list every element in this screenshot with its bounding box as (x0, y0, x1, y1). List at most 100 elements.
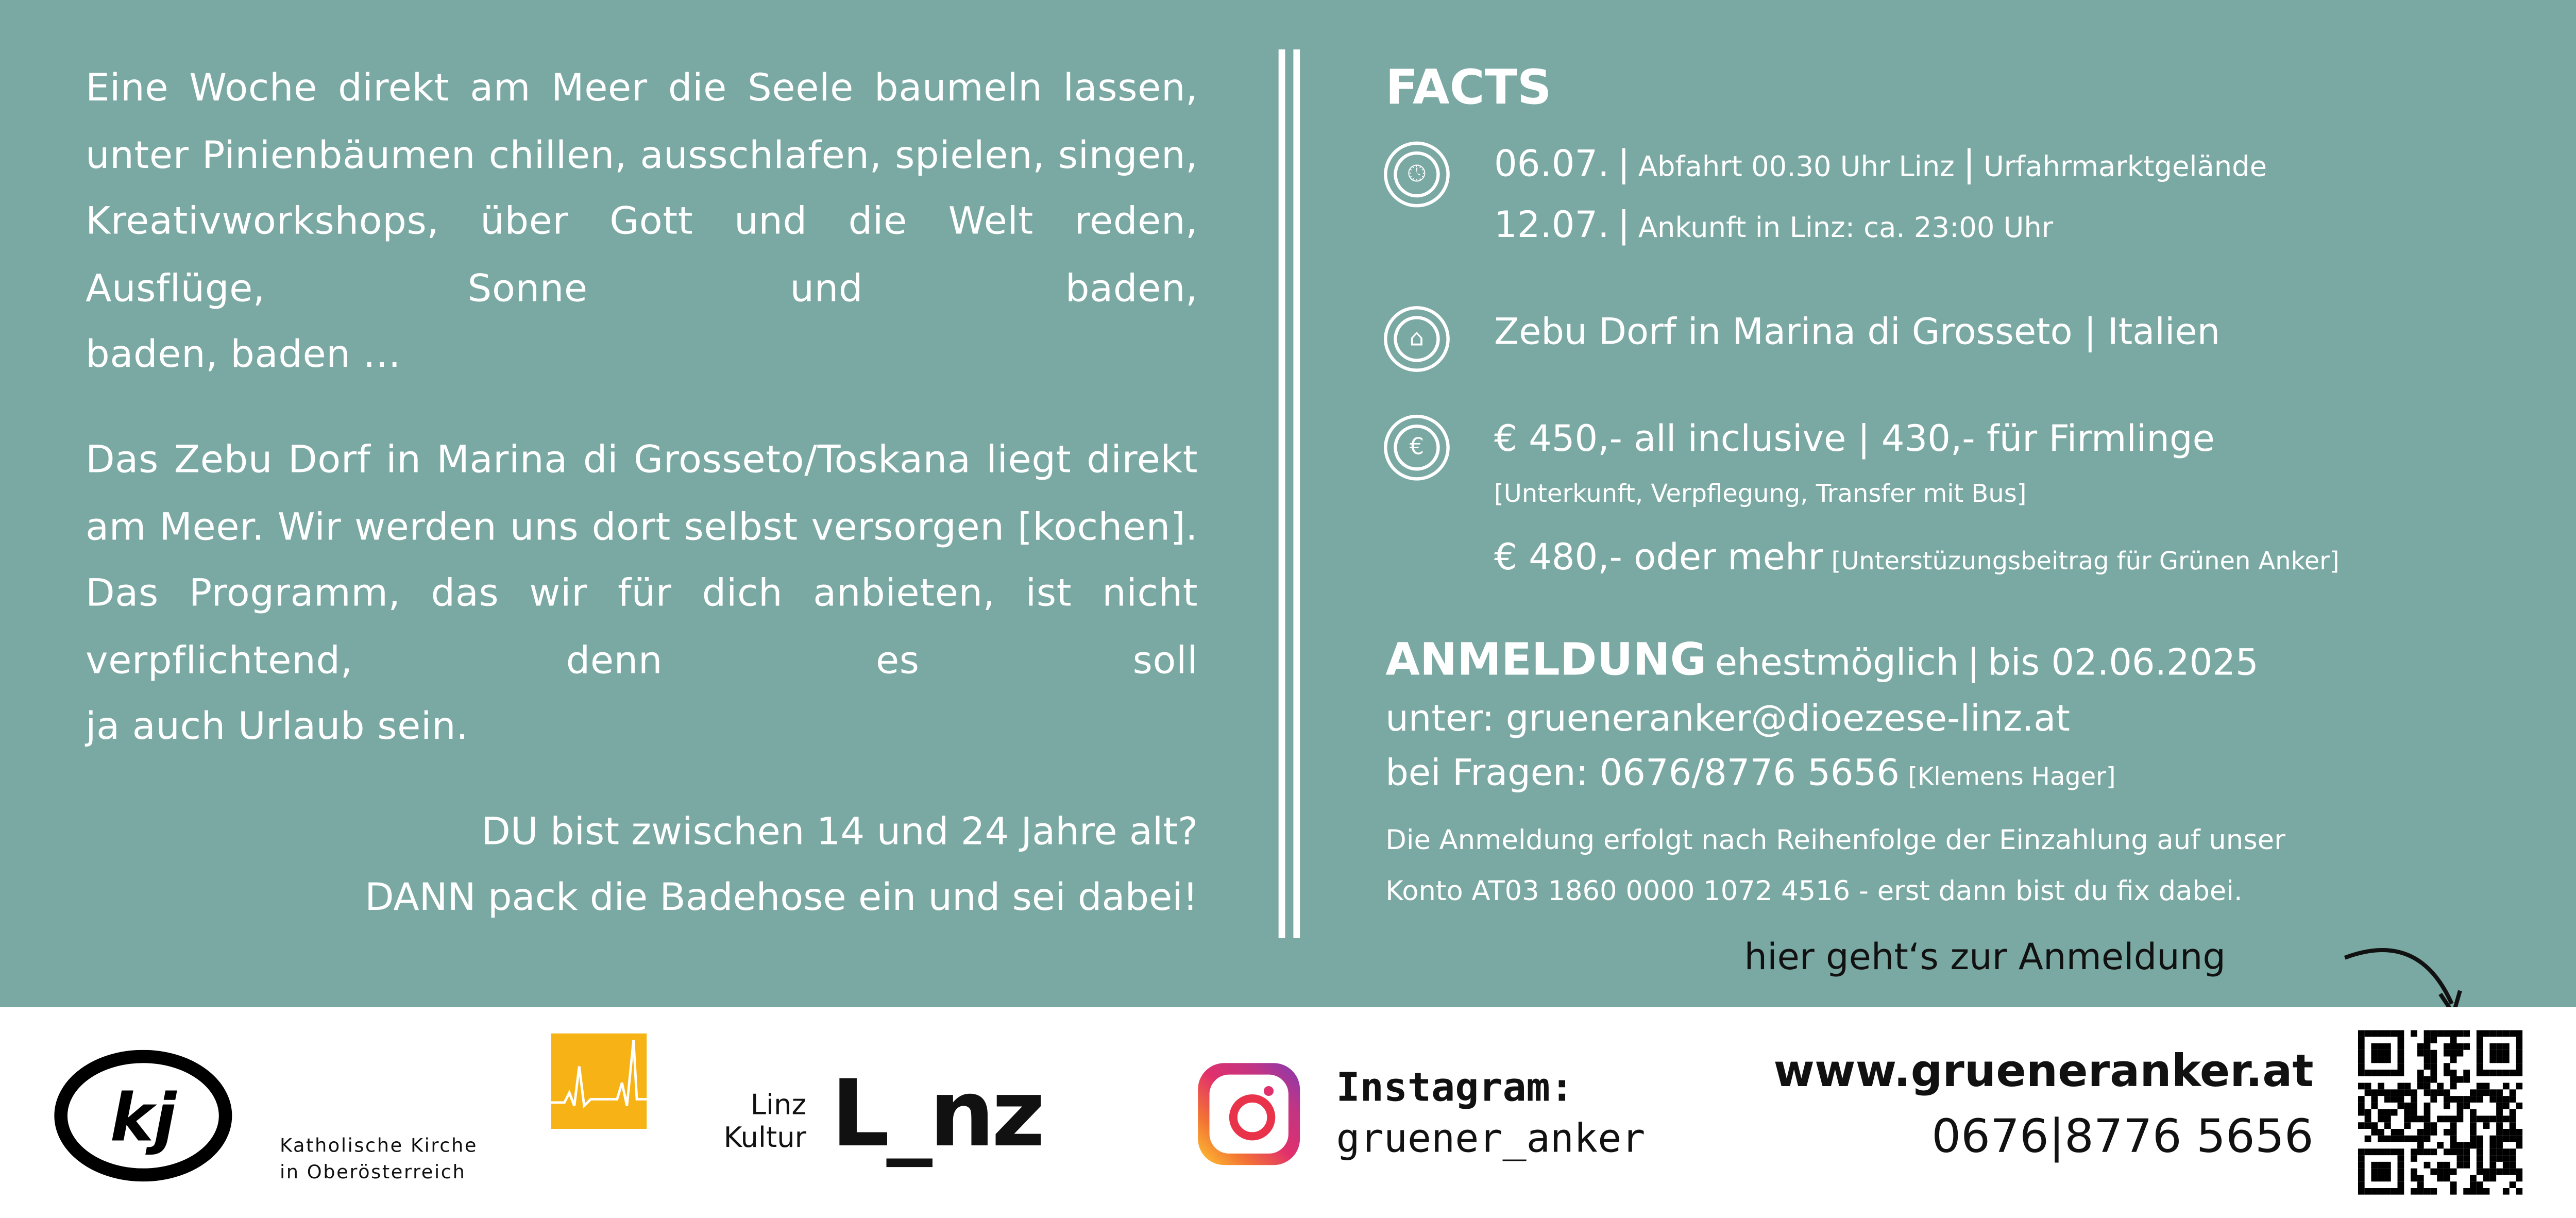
qr-module (2516, 1056, 2523, 1063)
qr-module (2378, 1050, 2384, 1057)
kj-logo: kj (54, 1050, 232, 1182)
qr-module (2502, 1082, 2510, 1090)
qr-module (2378, 1168, 2384, 1175)
qr-module (2384, 1030, 2391, 1037)
qr-module (2476, 1037, 2483, 1043)
qr-module (2391, 1135, 2398, 1142)
qr-module (2384, 1161, 2391, 1169)
qr-module (2470, 1135, 2477, 1142)
qr-module (2391, 1030, 2398, 1037)
price-main: € 450,- all inclusive (1494, 419, 1846, 461)
qr-module (2371, 1168, 2378, 1175)
qr-module (2516, 1070, 2523, 1076)
registration-email[interactable]: unter: grueneranker@dioezese-linz.at (1385, 699, 2070, 741)
qr-module (2496, 1030, 2503, 1037)
qr-module (2397, 1175, 2404, 1182)
qr-module (2470, 1181, 2477, 1188)
linz-kultur: Linz Kultur (704, 1089, 806, 1155)
qr-module (2489, 1142, 2497, 1149)
linz-logo: L_nz (831, 1061, 1045, 1169)
qr-module (2424, 1030, 2431, 1037)
svg-text:kj: kj (110, 1079, 177, 1156)
qr-module (2430, 1096, 2437, 1103)
qr-module (2371, 1030, 2378, 1037)
qr-module (2424, 1102, 2431, 1109)
qr-module (2476, 1070, 2483, 1076)
qr-module (2358, 1148, 2365, 1156)
qr-module (2430, 1122, 2437, 1129)
qr-module (2443, 1050, 2450, 1057)
church-line-1: Katholische Kirche (279, 1134, 478, 1157)
qr-module (2450, 1129, 2457, 1136)
instagram-handle[interactable]: gruener_anker (1336, 1115, 1646, 1162)
qr-module (2378, 1175, 2384, 1182)
qr-module (2424, 1129, 2431, 1136)
qr-module (2463, 1188, 2470, 1195)
qr-module (2483, 1030, 2490, 1037)
qr-module (2397, 1082, 2404, 1090)
qr-module (2463, 1155, 2470, 1162)
qr-module (2430, 1063, 2437, 1070)
qr-module (2489, 1030, 2497, 1037)
qr-module (2476, 1155, 2483, 1162)
departure-date: 06.07. (1494, 145, 1609, 186)
facts-title: FACTS (1385, 59, 1552, 115)
qr-module (2450, 1037, 2457, 1043)
qr-module (2483, 1175, 2490, 1182)
qr-module (2516, 1175, 2523, 1182)
qr-module (2411, 1115, 2417, 1123)
registration-heading: ANMELDUNG ehestmöglich | bis 02.06.2025 (1385, 635, 2259, 686)
qr-module (2364, 1148, 2371, 1156)
qr-module (2371, 1096, 2378, 1103)
qr-module (2371, 1102, 2378, 1109)
qr-module (2378, 1043, 2384, 1050)
qr-module (2364, 1188, 2371, 1195)
qr-module (2516, 1142, 2523, 1149)
return-line: 12.07. | Ankunft in Linz: ca. 23:00 Uhr (1494, 206, 2053, 247)
qr-module (2358, 1188, 2365, 1195)
qr-module (2358, 1175, 2365, 1182)
qr-module (2443, 1089, 2450, 1096)
price-support: € 480,- oder mehr (1494, 538, 1823, 580)
qr-module (2358, 1096, 2365, 1103)
qr-code[interactable] (2358, 1030, 2523, 1195)
qr-module (2358, 1161, 2365, 1169)
qr-module (2516, 1135, 2523, 1142)
qr-module (2397, 1030, 2404, 1037)
qr-module (2437, 1175, 2444, 1182)
qr-module (2384, 1070, 2391, 1076)
qr-module (2496, 1096, 2503, 1103)
qr-module (2417, 1043, 2424, 1050)
qr-module (2470, 1188, 2477, 1195)
qr-module (2443, 1102, 2450, 1109)
return-info: Ankunft in Linz: ca. 23:00 Uhr (1638, 212, 2054, 245)
qr-module (2417, 1070, 2424, 1076)
qr-module (2391, 1070, 2398, 1076)
qr-module (2463, 1142, 2470, 1149)
qr-module (2397, 1181, 2404, 1188)
website[interactable]: www.grueneranker.at (1773, 1046, 2314, 1098)
qr-module (2450, 1070, 2457, 1076)
euro-icon: € (1384, 414, 1450, 481)
qr-module (2456, 1076, 2464, 1083)
qr-module (2397, 1043, 2404, 1050)
qr-module (2397, 1089, 2404, 1096)
qr-module (2430, 1129, 2437, 1136)
qr-module (2509, 1096, 2516, 1103)
qr-module (2424, 1082, 2431, 1090)
qr-module (2516, 1129, 2523, 1136)
instagram-label: Instagram: (1336, 1064, 1574, 1111)
church-name: Katholische Kirche in Oberösterreich (280, 1132, 478, 1185)
instagram: Instagram: gruener_anker (1336, 1063, 1645, 1165)
qr-module (2417, 1082, 2424, 1090)
phone[interactable]: bei Fragen: 0676/8776 5656 (1385, 753, 1900, 795)
qr-module (2384, 1168, 2391, 1175)
instagram-icon[interactable] (1198, 1063, 1300, 1165)
qr-module (2516, 1037, 2523, 1043)
qr-module (2378, 1115, 2384, 1123)
qr-module (2496, 1056, 2503, 1063)
qr-module (2424, 1056, 2431, 1063)
qr-module (2502, 1188, 2510, 1195)
qr-module (2463, 1043, 2470, 1050)
qr-module (2397, 1096, 2404, 1103)
